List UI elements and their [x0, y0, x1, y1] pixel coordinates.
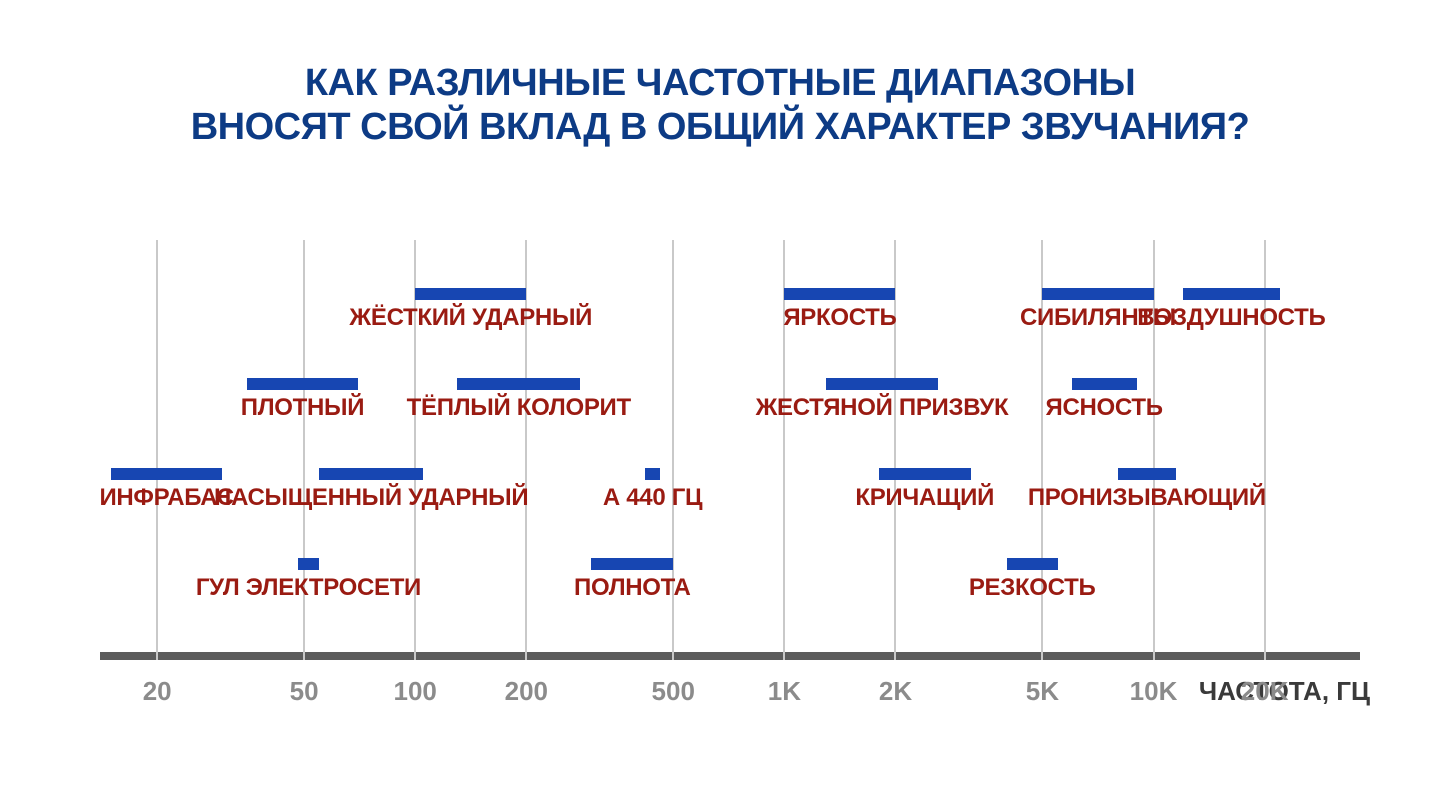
frequency-range-label: ПОЛНОТА — [574, 570, 691, 602]
frequency-range: ВОЗДУШНОСТЬ — [1183, 288, 1280, 332]
frequency-range-label: ГУЛ ЭЛЕКТРОСЕТИ — [196, 570, 421, 602]
frequency-range-bar — [111, 468, 222, 480]
frequency-range-bar — [247, 378, 358, 390]
frequency-range-label: ВОЗДУШНОСТЬ — [1137, 300, 1325, 332]
frequency-range: ЯСНОСТЬ — [1072, 378, 1137, 422]
frequency-range-label: ЖЁСТКИЙ УДАРНЫЙ — [349, 300, 592, 332]
frequency-range-label: ЖЕСТЯНОЙ ПРИЗВУК — [756, 390, 1009, 422]
x-tick-label: 500 — [652, 660, 695, 707]
frequency-range-label: ТЁПЛЫЙ КОЛОРИТ — [407, 390, 631, 422]
frequency-range: А 440 ГЦ — [645, 468, 660, 512]
frequency-range: ТЁПЛЫЙ КОЛОРИТ — [457, 378, 580, 422]
x-tick-label: 50 — [290, 660, 319, 707]
frequency-range: КРИЧАЩИЙ — [879, 468, 971, 512]
x-tick-label: 200 — [505, 660, 548, 707]
frequency-range-label: КРИЧАЩИЙ — [855, 480, 994, 512]
frequency-range-bar — [1042, 288, 1153, 300]
frequency-range-bar — [319, 468, 423, 480]
frequency-range: РЕЗКОСТЬ — [1007, 558, 1058, 602]
frequency-range: НАСЫЩЕННЫЙ УДАРНЫЙ — [319, 468, 423, 512]
frequency-range-bar — [784, 288, 895, 300]
frequency-range-label: НАСЫЩЕННЫЙ УДАРНЫЙ — [214, 480, 528, 512]
x-axis-line — [100, 652, 1360, 660]
frequency-range: ПОЛНОТА — [591, 558, 673, 602]
frequency-range: ГУЛ ЭЛЕКТРОСЕТИ — [298, 558, 320, 602]
frequency-range-bar — [826, 378, 937, 390]
frequency-range-bar — [457, 378, 580, 390]
x-tick-label: 5K — [1026, 660, 1059, 707]
x-tick-label: 100 — [394, 660, 437, 707]
chart-title: КАК РАЗЛИЧНЫЕ ЧАСТОТНЫЕ ДИАПАЗОНЫ ВНОСЯТ… — [0, 62, 1440, 149]
frequency-range-chart: ЧАСТОТА, ГЦ 20501002005001K2K5K10K20KЖЁС… — [100, 240, 1340, 660]
frequency-range-bar — [879, 468, 971, 480]
frequency-range-bar — [1183, 288, 1280, 300]
x-tick-label: 2K — [879, 660, 912, 707]
frequency-range-bar — [1072, 378, 1137, 390]
frequency-range: ЖЁСТКИЙ УДАРНЫЙ — [415, 288, 526, 332]
frequency-range-bar — [1007, 558, 1058, 570]
frequency-range: ЯРКОСТЬ — [784, 288, 895, 332]
frequency-range: ЖЕСТЯНОЙ ПРИЗВУК — [826, 378, 937, 422]
title-line-2: ВНОСЯТ СВОЙ ВКЛАД В ОБЩИЙ ХАРАКТЕР ЗВУЧА… — [0, 106, 1440, 150]
frequency-range: ИНФРАБАС — [111, 468, 222, 512]
frequency-range-bar — [645, 468, 660, 480]
frequency-range-label: РЕЗКОСТЬ — [969, 570, 1096, 602]
frequency-range-label: ПЛОТНЫЙ — [241, 390, 364, 422]
frequency-range: ПРОНИЗЫВАЮЩИЙ — [1118, 468, 1176, 512]
gridline — [156, 240, 158, 660]
title-line-1: КАК РАЗЛИЧНЫЕ ЧАСТОТНЫЕ ДИАПАЗОНЫ — [0, 62, 1440, 106]
frequency-range: ПЛОТНЫЙ — [247, 378, 358, 422]
x-tick-label: 10K — [1130, 660, 1178, 707]
x-tick-label: 1K — [768, 660, 801, 707]
frequency-range-bar — [591, 558, 673, 570]
frequency-range-bar — [298, 558, 320, 570]
x-tick-label: 20K — [1241, 660, 1289, 707]
frequency-range-label: ЯРКОСТЬ — [783, 300, 896, 332]
frequency-range-label: ЯСНОСТЬ — [1046, 390, 1163, 422]
x-tick-label: 20 — [143, 660, 172, 707]
frequency-range-label: ПРОНИЗЫВАЮЩИЙ — [1028, 480, 1266, 512]
frequency-range-bar — [1118, 468, 1176, 480]
frequency-range-bar — [415, 288, 526, 300]
frequency-range-label: А 440 ГЦ — [603, 480, 702, 512]
